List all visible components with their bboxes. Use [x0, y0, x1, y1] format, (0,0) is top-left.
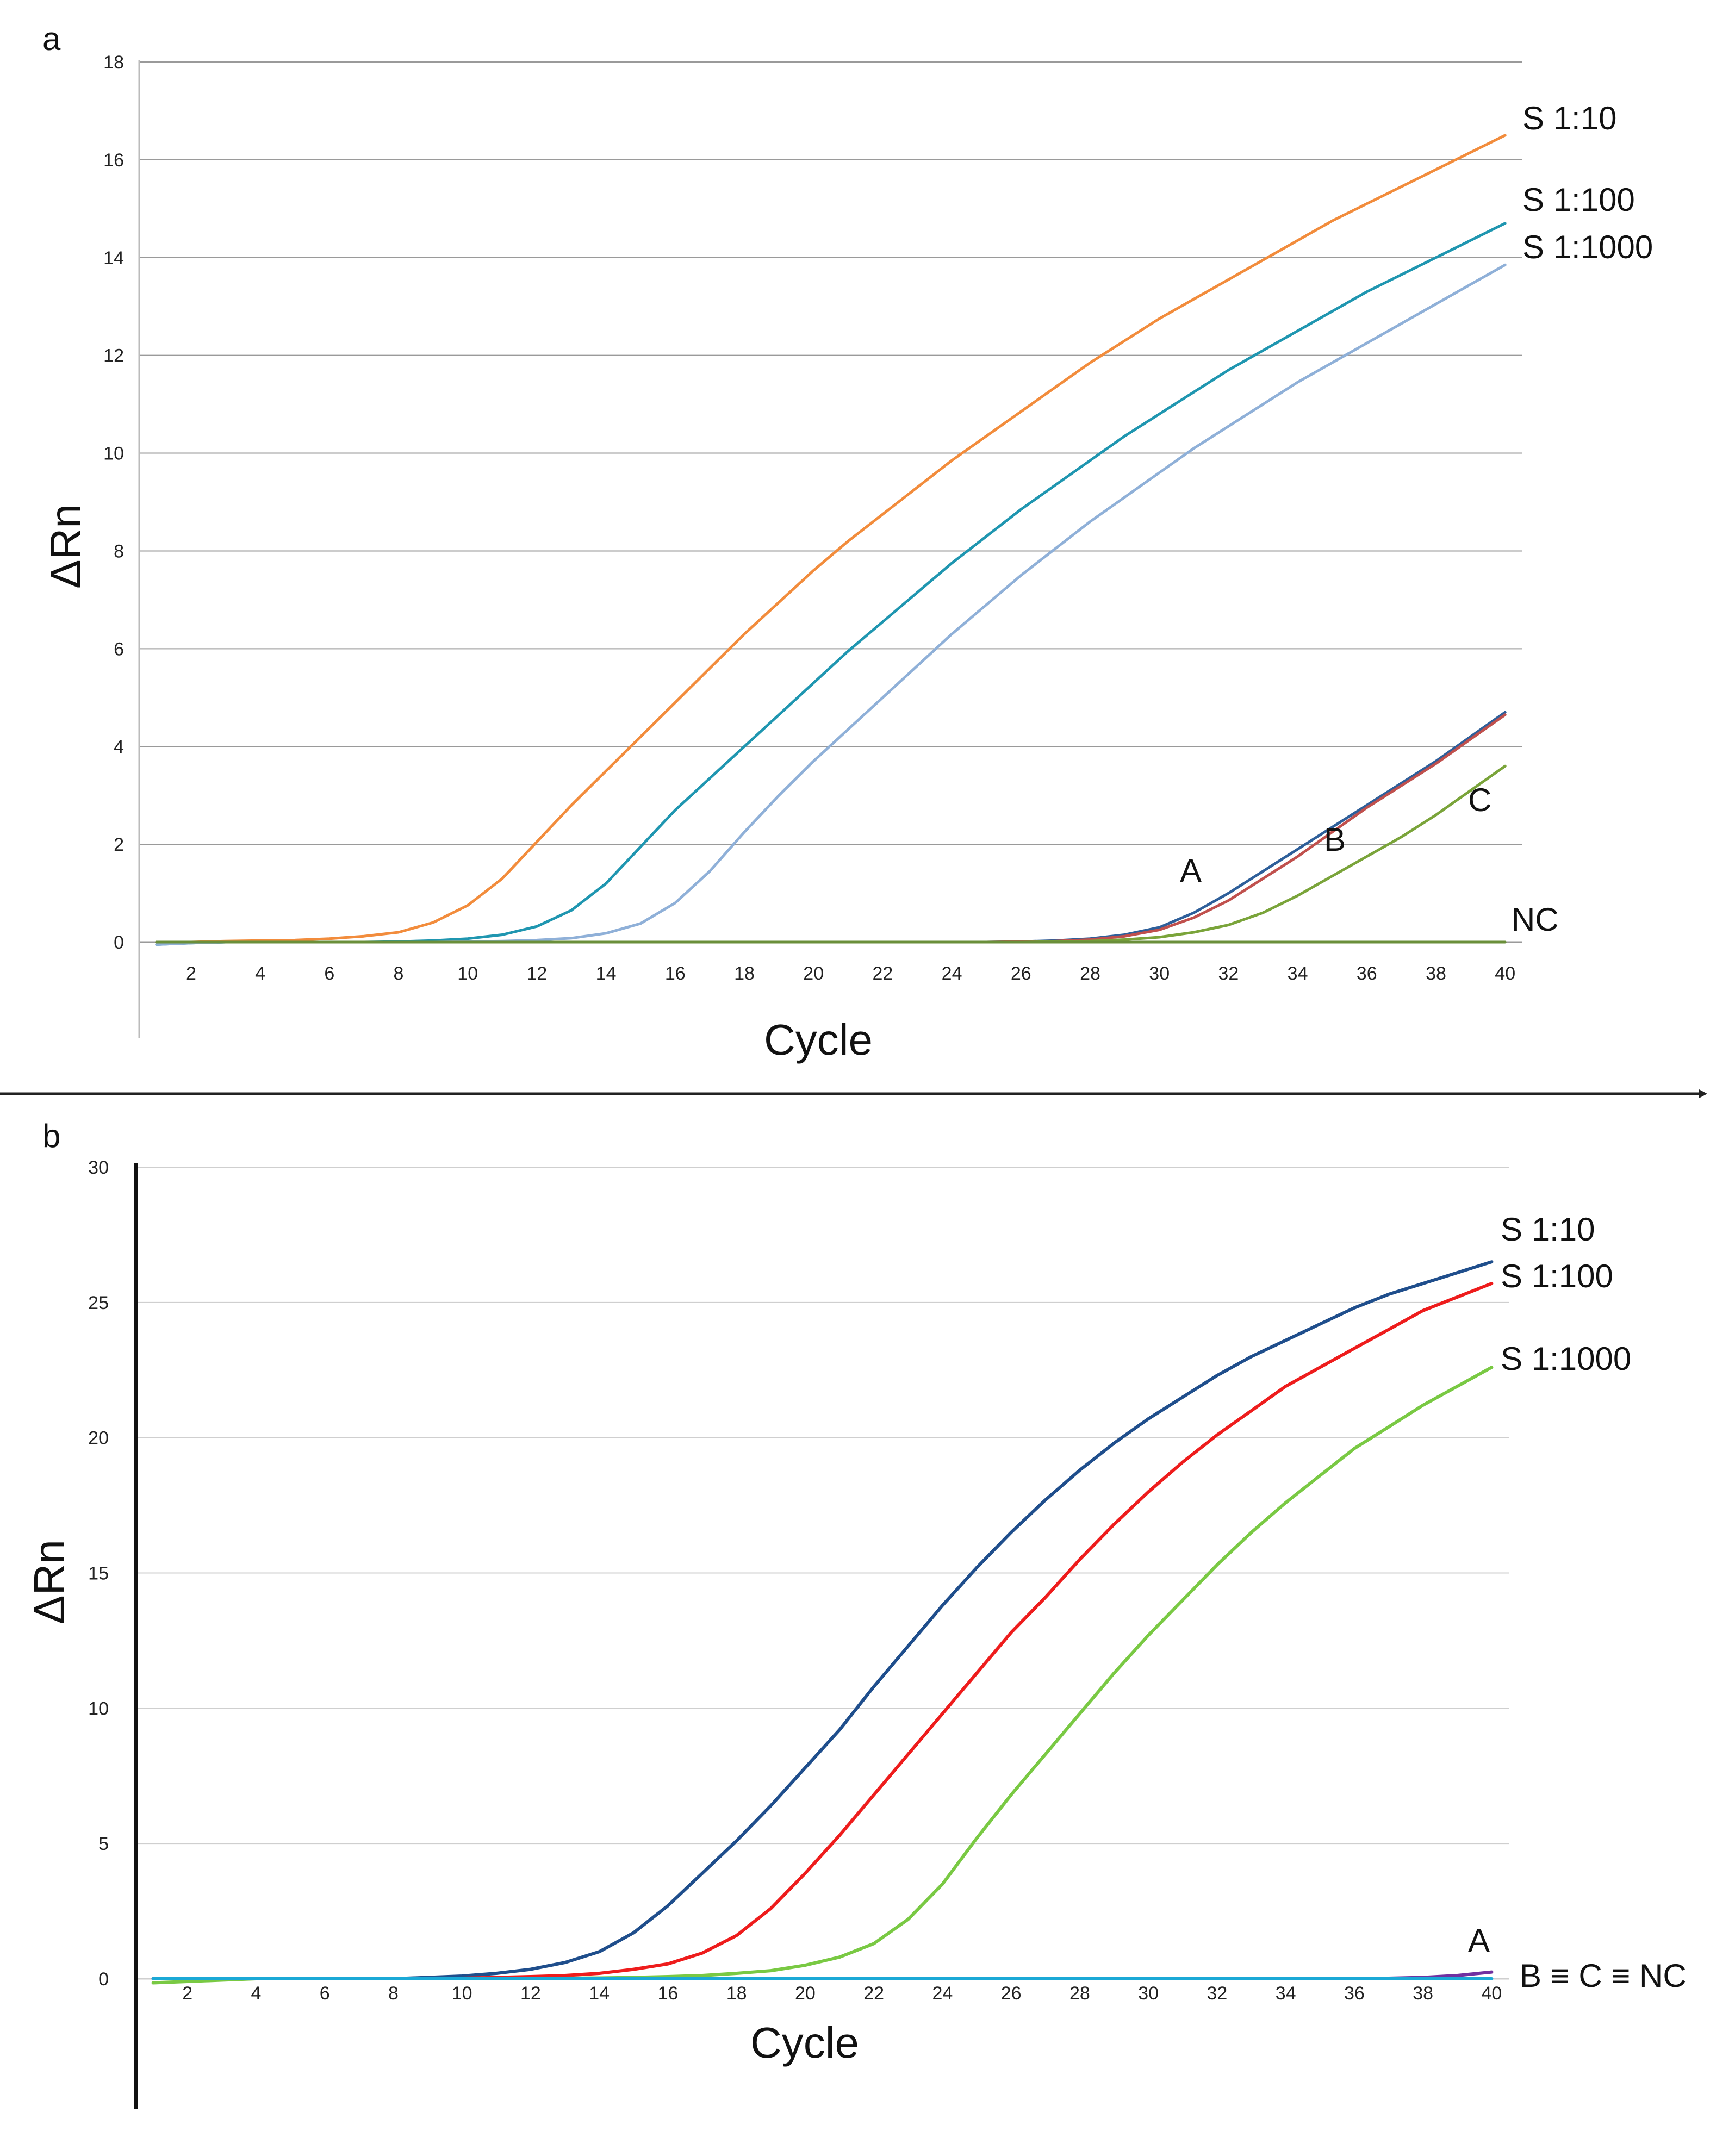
panel-b-series: [151, 1260, 1494, 1985]
label-a: A: [1468, 1922, 1490, 1959]
x-tick-label: 32: [1207, 1983, 1228, 2004]
x-tick-label: 34: [1276, 1983, 1296, 2004]
y-tick-label: 10: [88, 1698, 109, 1719]
label-s-1-100: S 1:100: [1522, 182, 1635, 218]
y-tick-label: 14: [103, 248, 124, 269]
x-tick-label: 18: [734, 963, 755, 984]
panel-b-series-labels: S 1:10 S 1:100 S 1:1000 A B ≡ C ≡ NC: [1468, 1211, 1687, 1994]
panel-b-label: b: [42, 1118, 60, 1154]
x-tick-label: 8: [388, 1983, 399, 2004]
y-tick-label: 16: [103, 150, 124, 171]
label-s-1-100: S 1:100: [1501, 1258, 1613, 1294]
separator-arrowhead: [1699, 1089, 1707, 1098]
x-tick-label: 28: [1080, 963, 1100, 984]
x-tick-label: 38: [1426, 963, 1446, 984]
x-tick-label: 36: [1344, 1983, 1365, 2004]
x-tick-label: 26: [1011, 963, 1031, 984]
y-tick-label: 15: [88, 1563, 109, 1584]
x-tick-label: 22: [863, 1983, 884, 2004]
y-tick-label: 30: [88, 1157, 109, 1178]
x-tick-label: 30: [1138, 1983, 1159, 2004]
label-b-c-nc: B ≡ C ≡ NC: [1520, 1958, 1687, 1994]
panel-a-series: [155, 134, 1507, 946]
x-tick-label: 40: [1482, 1983, 1502, 2004]
x-tick-label: 16: [665, 963, 686, 984]
panel-b-x-tick-labels: 2 4 6 8 10 12 14 16 18 20 22 24 26 28 30 32 34 36 38 40: [182, 1983, 1502, 2004]
label-s-1-1000: S 1:1000: [1522, 229, 1653, 265]
x-tick-label: 34: [1288, 963, 1308, 984]
y-tick-label: 5: [98, 1834, 109, 1854]
panel-a-series-labels: S 1:10 S 1:100 S 1:1000 A B C NC: [1180, 100, 1653, 938]
x-tick-label: 6: [320, 1983, 330, 2004]
x-tick-label: 12: [520, 1983, 541, 2004]
x-tick-label: 10: [452, 1983, 472, 2004]
series-line-s-1-10: [155, 134, 1507, 944]
x-tick-label: 28: [1069, 1983, 1090, 2004]
x-tick-label: 10: [457, 963, 478, 984]
y-tick-label: 18: [103, 52, 124, 73]
series-line-s-1-100: [155, 222, 1507, 946]
panel-b-x-axis-title: Cycle: [750, 2018, 859, 2067]
label-a: A: [1180, 852, 1202, 889]
y-tick-label: 8: [114, 541, 124, 562]
series-line-s-1-1000: [155, 263, 1507, 946]
y-tick-label: 25: [88, 1293, 109, 1313]
x-tick-label: 26: [1001, 1983, 1022, 2004]
y-tick-label: 4: [114, 737, 124, 757]
series-line-s-1-1000: [151, 1366, 1494, 1985]
y-tick-label: 12: [103, 346, 124, 366]
series-line-s-1-10: [151, 1260, 1494, 1980]
x-tick-label: 18: [726, 1983, 747, 2004]
y-tick-label: 6: [114, 639, 124, 659]
x-tick-label: 14: [589, 1983, 610, 2004]
panel-a-gridlines: [139, 61, 1522, 943]
y-tick-label: 2: [114, 834, 124, 855]
label-s-1-10: S 1:10: [1522, 100, 1616, 136]
x-tick-label: 30: [1149, 963, 1170, 984]
series-line-s-1-100: [151, 1282, 1494, 1980]
x-tick-label: 4: [251, 1983, 261, 2004]
panel-a-y-axis-title: ΔRn: [41, 504, 90, 589]
x-tick-label: 4: [255, 963, 265, 984]
panel-b-gridlines: [136, 1167, 1509, 1980]
x-tick-label: 24: [942, 963, 962, 984]
label-s-1-1000: S 1:1000: [1501, 1341, 1631, 1377]
x-tick-label: 40: [1495, 963, 1515, 984]
y-tick-label: 10: [103, 444, 124, 464]
label-s-1-10: S 1:10: [1501, 1211, 1595, 1248]
y-tick-label: 0: [98, 1969, 109, 1990]
x-tick-label: 2: [186, 963, 196, 984]
y-tick-label: 20: [88, 1428, 109, 1449]
x-tick-label: 38: [1413, 1983, 1433, 2004]
x-tick-label: 24: [932, 1983, 953, 2004]
label-c: C: [1468, 782, 1491, 818]
series-line-b: [155, 713, 1507, 944]
panel-a-x-axis-title: Cycle: [764, 1015, 873, 1064]
x-tick-label: 12: [526, 963, 547, 984]
label-b: B: [1324, 821, 1346, 858]
x-tick-label: 32: [1218, 963, 1239, 984]
x-tick-label: 2: [182, 1983, 192, 2004]
panel-a-label: a: [42, 21, 61, 57]
panel-a-x-tick-labels: 2 4 6 8 10 12 14 16 18 20 22 24 26 28 30 32 34 36 38 40: [186, 963, 1515, 984]
panel-b-y-axis-title: ΔRn: [25, 1540, 73, 1624]
panel-b-y-tick-labels: 0 5 10 15 20 25 30: [88, 1157, 109, 1990]
x-tick-label: 20: [795, 1983, 816, 2004]
panel-a-y-tick-labels: 0 2 4 6 8 10 12 14 16 18: [103, 52, 124, 953]
y-tick-label: 0: [114, 932, 124, 953]
x-tick-label: 20: [803, 963, 824, 984]
x-tick-label: 22: [872, 963, 893, 984]
x-tick-label: 8: [394, 963, 404, 984]
label-nc: NC: [1512, 901, 1559, 938]
x-tick-label: 36: [1357, 963, 1377, 984]
x-tick-label: 16: [658, 1983, 679, 2004]
x-tick-label: 14: [596, 963, 617, 984]
x-tick-label: 6: [324, 963, 334, 984]
